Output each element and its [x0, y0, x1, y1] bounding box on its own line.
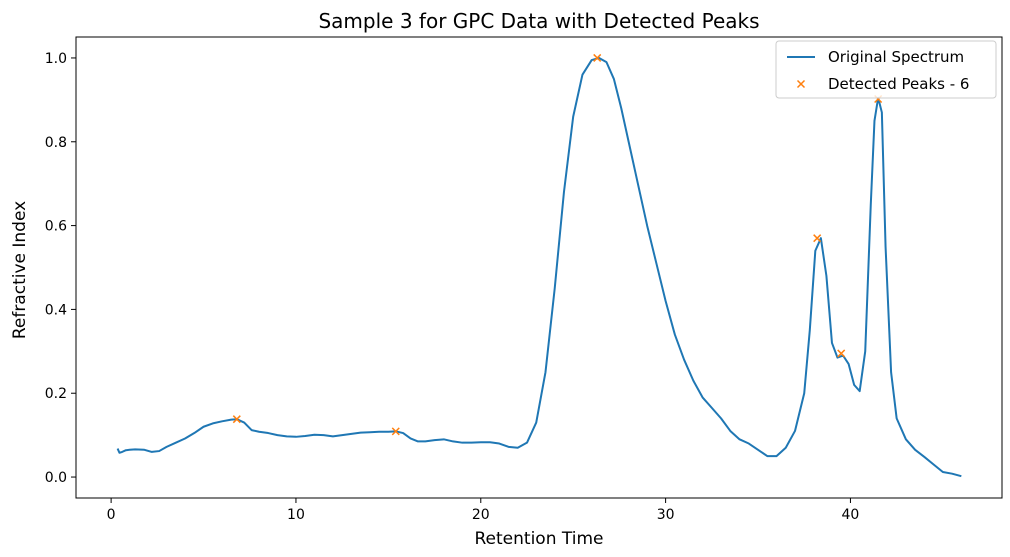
y-tick-label: 0.2	[45, 386, 67, 402]
y-tick-label: 0.8	[45, 135, 67, 151]
chart-title: Sample 3 for GPC Data with Detected Peak…	[318, 9, 759, 33]
y-tick-label: 1.0	[45, 51, 67, 67]
x-tick-label: 40	[842, 507, 860, 523]
peak-marker	[837, 349, 846, 358]
axes-frame	[75, 36, 1003, 499]
x-tick-label: 10	[287, 507, 305, 523]
peak-marker	[593, 53, 602, 62]
legend-label-detected-peaks: Detected Peaks - 6	[828, 75, 969, 93]
axes: 0 10 20 30 40 0.0 0.2 0.4 0.6 0.8 1.0	[45, 36, 1003, 523]
plot-area	[116, 53, 962, 478]
x-axis-title: Retention Time	[475, 529, 604, 549]
legend-marker-swatch	[796, 79, 806, 89]
y-tick-label: 0.0	[45, 470, 67, 486]
peak-marker	[232, 415, 241, 424]
peak-marker	[813, 234, 822, 243]
legend-box	[775, 40, 997, 99]
y-axis-title: Refractive Index	[10, 201, 30, 339]
y-tick-label: 0.6	[45, 219, 67, 235]
legend: Original Spectrum Detected Peaks - 6	[775, 40, 997, 99]
x-tick-label: 0	[107, 507, 116, 523]
series-line-original-spectrum	[116, 56, 962, 478]
legend-label-original-spectrum: Original Spectrum	[828, 48, 964, 66]
y-tick-label: 0.4	[45, 302, 67, 318]
peak-marker	[391, 427, 400, 436]
x-tick-label: 20	[472, 507, 490, 523]
x-tick-label: 30	[657, 507, 675, 523]
